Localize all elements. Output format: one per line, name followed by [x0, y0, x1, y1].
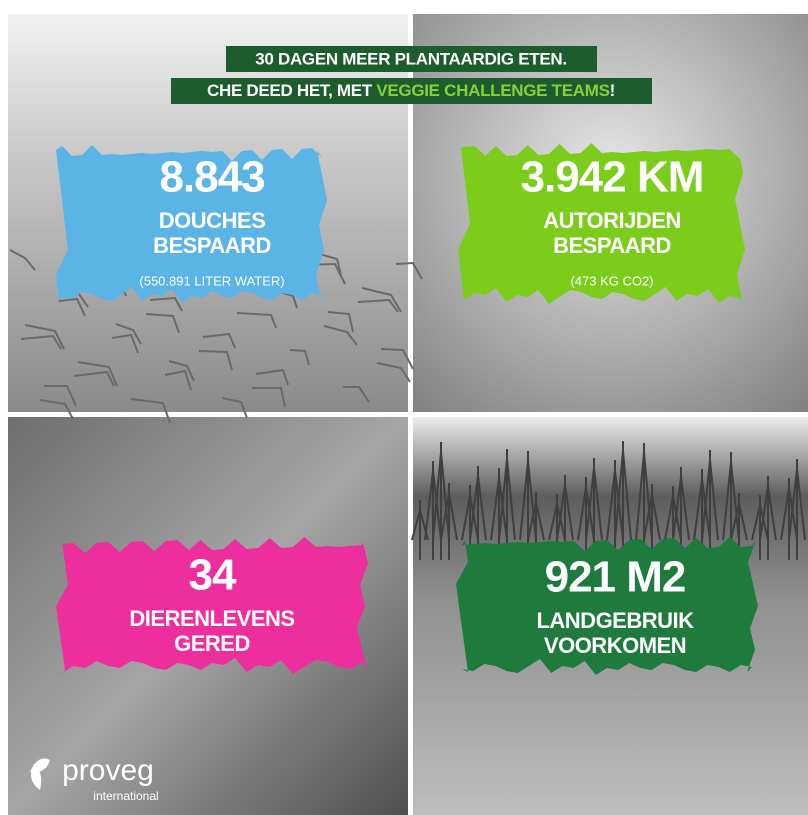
header-text: CHE DEED HET, MET	[207, 81, 376, 100]
infographic: 30 DAGEN MEER PLANTAARDIG ETEN. CHE DEED…	[0, 0, 808, 815]
stat-value: 8.843	[159, 153, 264, 202]
stat-label: DIERENLEVENS	[129, 606, 294, 631]
stat-label: GERED	[174, 631, 250, 656]
header-line: 30 DAGEN MEER PLANTAARDIG ETEN.	[255, 49, 567, 68]
stat-value: 3.942 KM	[521, 153, 704, 202]
stat-value: 921 M2	[545, 553, 686, 602]
stat-label: BESPAARD	[553, 233, 671, 258]
stat-note: (550.891 LITER WATER)	[139, 273, 284, 288]
logo-brand: proveg	[62, 754, 154, 787]
header-line: CHE DEED HET, MET VEGGIE CHALLENGE TEAMS…	[207, 81, 615, 100]
logo-subtitle: international	[93, 789, 158, 803]
header-text: !	[610, 81, 615, 100]
stat-label: VOORKOMEN	[544, 633, 686, 658]
stat-label: LANDGEBRUIK	[536, 608, 694, 633]
stat-label: DOUCHES	[159, 208, 266, 233]
stat-label: BESPAARD	[153, 233, 271, 258]
header-highlight: VEGGIE CHALLENGE TEAMS	[376, 81, 609, 100]
stat-note: (473 KG CO2)	[570, 273, 653, 288]
stat-label: AUTORIJDEN	[543, 208, 681, 233]
stat-value: 34	[189, 551, 237, 600]
